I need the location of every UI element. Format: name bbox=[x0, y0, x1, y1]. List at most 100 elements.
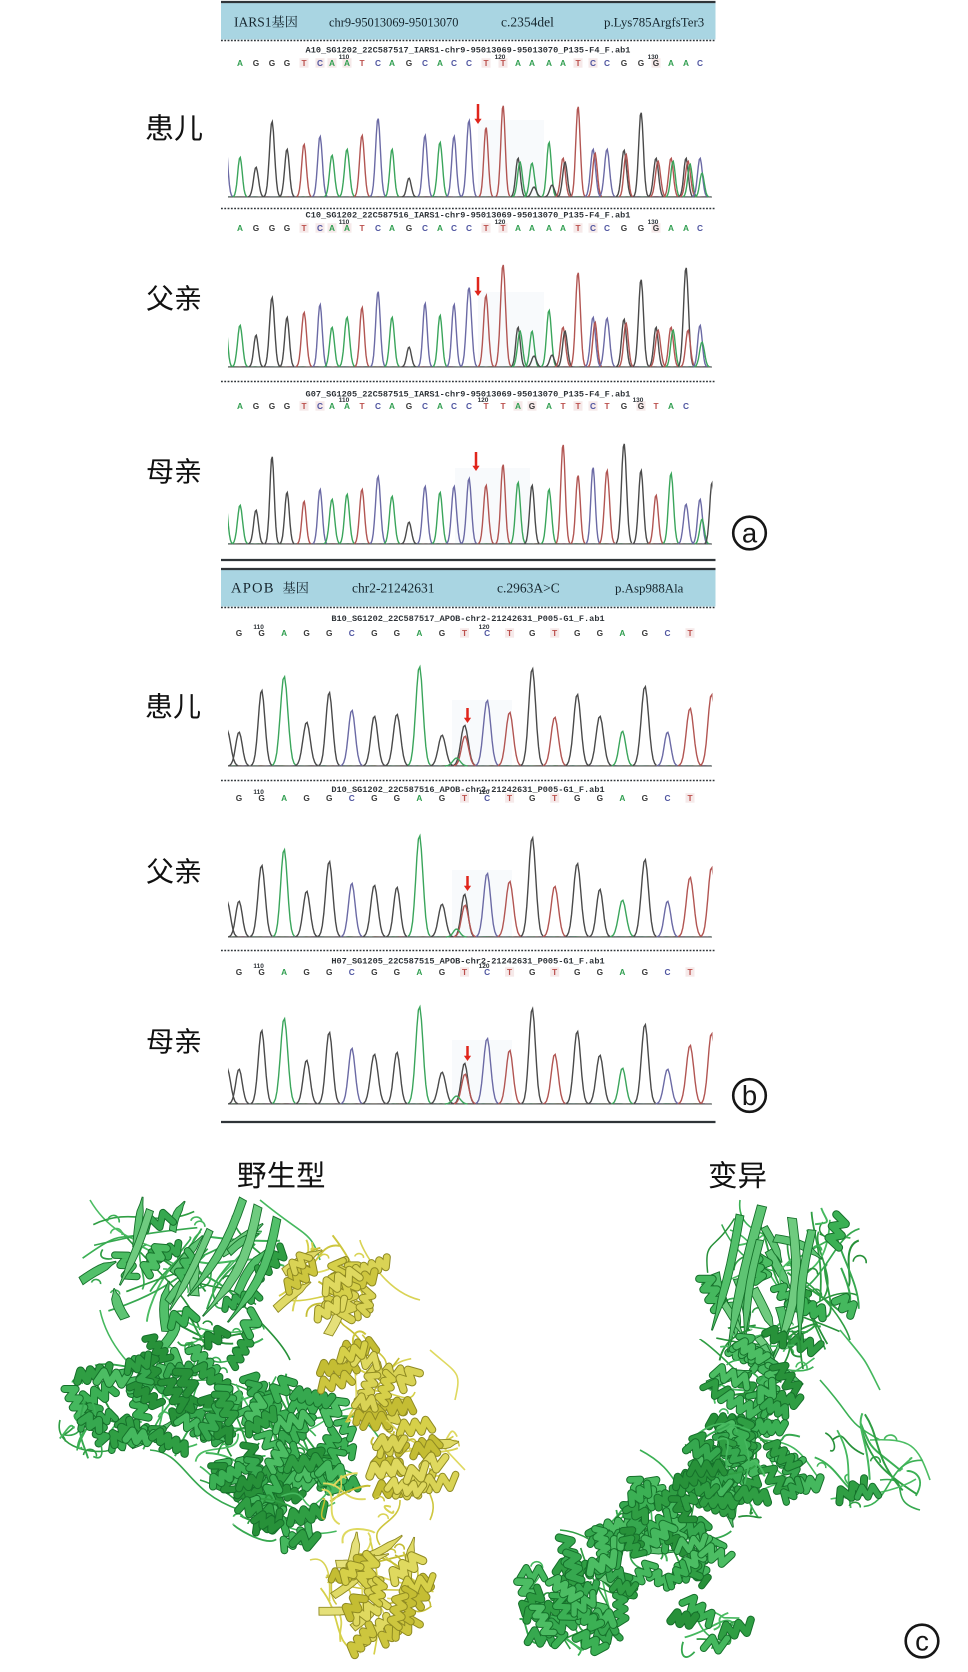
svg-text:T: T bbox=[483, 223, 488, 233]
svg-text:110: 110 bbox=[339, 54, 350, 61]
svg-text:110: 110 bbox=[253, 963, 264, 970]
svg-text:C: C bbox=[484, 628, 490, 638]
svg-text:A: A bbox=[237, 58, 243, 68]
svg-text:G: G bbox=[621, 58, 627, 68]
svg-text:T: T bbox=[500, 58, 505, 68]
svg-text:130: 130 bbox=[648, 219, 659, 226]
svg-text:G: G bbox=[236, 793, 242, 803]
svg-text:G: G bbox=[236, 628, 242, 638]
svg-text:C: C bbox=[484, 793, 490, 803]
svg-text:G: G bbox=[642, 628, 648, 638]
svg-text:G: G bbox=[529, 628, 535, 638]
svg-text:C: C bbox=[317, 58, 323, 68]
svg-text:C: C bbox=[375, 223, 381, 233]
svg-text:B10_SG1202_22C587517_APOB-chr2: B10_SG1202_22C587517_APOB-chr2-21242631_… bbox=[331, 614, 604, 624]
svg-text:G: G bbox=[253, 223, 259, 233]
svg-text:G: G bbox=[258, 628, 264, 638]
svg-text:C: C bbox=[375, 58, 381, 68]
svg-text:a: a bbox=[742, 518, 758, 549]
svg-text:T: T bbox=[560, 401, 565, 411]
svg-text:T: T bbox=[500, 223, 505, 233]
svg-text:C: C bbox=[349, 628, 355, 638]
svg-text:130: 130 bbox=[648, 54, 659, 61]
svg-text:T: T bbox=[359, 401, 364, 411]
svg-text:A: A bbox=[416, 628, 422, 638]
svg-text:G: G bbox=[529, 967, 535, 977]
svg-text:G: G bbox=[394, 967, 400, 977]
svg-text:G: G bbox=[406, 401, 412, 411]
svg-text:T: T bbox=[653, 401, 658, 411]
svg-text:C: C bbox=[665, 793, 671, 803]
svg-text:G: G bbox=[269, 58, 275, 68]
svg-text:A: A bbox=[389, 223, 395, 233]
svg-text:G: G bbox=[653, 58, 659, 68]
svg-text:C: C bbox=[466, 223, 472, 233]
svg-text:A: A bbox=[683, 223, 689, 233]
svg-text:G: G bbox=[253, 401, 259, 411]
svg-text:C: C bbox=[697, 223, 703, 233]
svg-text:G: G bbox=[642, 793, 648, 803]
svg-text:A: A bbox=[437, 401, 443, 411]
svg-text:A: A bbox=[437, 58, 443, 68]
svg-text:G: G bbox=[371, 628, 377, 638]
svg-text:p.Lys785ArgfsTer3: p.Lys785ArgfsTer3 bbox=[604, 16, 704, 30]
svg-text:A: A bbox=[389, 401, 395, 411]
svg-text:110: 110 bbox=[253, 789, 264, 796]
svg-text:G: G bbox=[406, 58, 412, 68]
svg-text:G: G bbox=[394, 628, 400, 638]
svg-text:C: C bbox=[697, 58, 703, 68]
svg-text:c: c bbox=[915, 1626, 929, 1657]
svg-text:T: T bbox=[462, 967, 467, 977]
svg-text:A: A bbox=[281, 967, 287, 977]
svg-text:T: T bbox=[483, 401, 488, 411]
svg-text:C: C bbox=[375, 401, 381, 411]
svg-text:G: G bbox=[269, 401, 275, 411]
svg-text:G: G bbox=[326, 628, 332, 638]
svg-text:A: A bbox=[546, 223, 552, 233]
svg-text:A: A bbox=[389, 58, 395, 68]
svg-text:p.Asp988Ala: p.Asp988Ala bbox=[615, 582, 684, 596]
svg-text:G: G bbox=[638, 401, 644, 411]
svg-text:A: A bbox=[560, 58, 566, 68]
svg-text:H07_SG1205_22C587515_APOB-chr2: H07_SG1205_22C587515_APOB-chr2-21242631_… bbox=[331, 957, 604, 967]
svg-text:T: T bbox=[552, 967, 557, 977]
svg-text:G: G bbox=[439, 628, 445, 638]
svg-text:C: C bbox=[466, 58, 472, 68]
svg-text:c.2963A>C: c.2963A>C bbox=[497, 581, 560, 596]
svg-text:T: T bbox=[604, 401, 609, 411]
svg-text:G: G bbox=[621, 223, 627, 233]
svg-text:A: A bbox=[515, 58, 521, 68]
svg-text:G: G bbox=[574, 793, 580, 803]
svg-text:G: G bbox=[439, 793, 445, 803]
svg-text:A: A bbox=[416, 967, 422, 977]
svg-text:G: G bbox=[258, 793, 264, 803]
svg-text:A: A bbox=[619, 793, 625, 803]
svg-text:T: T bbox=[507, 967, 512, 977]
svg-text:C: C bbox=[422, 58, 428, 68]
svg-text:G: G bbox=[597, 628, 603, 638]
svg-text:G: G bbox=[621, 401, 627, 411]
svg-text:APOB: APOB bbox=[231, 581, 275, 597]
svg-text:A: A bbox=[416, 793, 422, 803]
svg-text:T: T bbox=[462, 628, 467, 638]
svg-text:G: G bbox=[326, 967, 332, 977]
svg-text:C: C bbox=[590, 223, 596, 233]
svg-text:A: A bbox=[668, 401, 674, 411]
svg-text:C10_SG1202_22C587516_IARS1-chr: C10_SG1202_22C587516_IARS1-chr9-95013069… bbox=[306, 211, 631, 221]
svg-text:IARS1: IARS1 bbox=[234, 15, 272, 30]
svg-text:b: b bbox=[742, 1080, 757, 1111]
svg-text:120: 120 bbox=[478, 397, 489, 404]
svg-text:C: C bbox=[349, 793, 355, 803]
svg-text:A: A bbox=[529, 58, 535, 68]
svg-text:A: A bbox=[515, 401, 521, 411]
svg-text:G: G bbox=[529, 401, 535, 411]
svg-text:C: C bbox=[665, 628, 671, 638]
svg-text:C: C bbox=[349, 967, 355, 977]
svg-text:110: 110 bbox=[339, 397, 350, 404]
svg-text:110: 110 bbox=[253, 624, 264, 631]
svg-text:A: A bbox=[683, 58, 689, 68]
svg-text:A: A bbox=[560, 223, 566, 233]
svg-text:T: T bbox=[500, 401, 505, 411]
svg-text:D10_SG1202_22C587516_APOB-chr2: D10_SG1202_22C587516_APOB-chr2-21242631_… bbox=[331, 785, 604, 795]
svg-text:T: T bbox=[483, 58, 488, 68]
